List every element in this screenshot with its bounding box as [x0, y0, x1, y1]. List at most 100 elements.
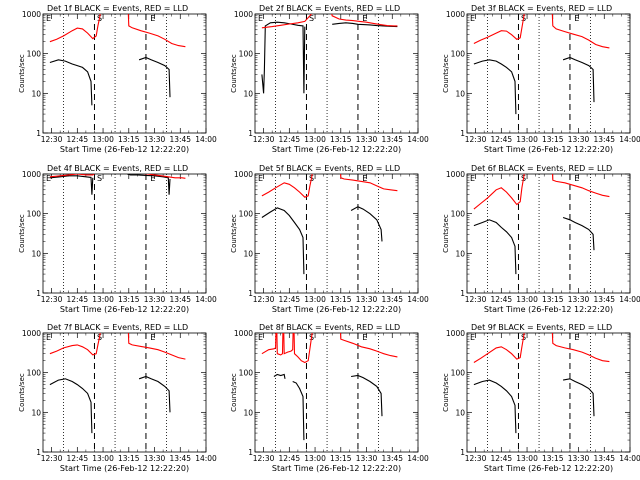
flag-label: E — [46, 333, 51, 342]
x-tick-label: 12:30 — [253, 135, 275, 144]
y-tick-label: 1000 — [234, 10, 253, 19]
y-axis-label: Counts/sec — [442, 214, 450, 253]
chart-panel-5: Det 5f BLACK = Events, RED = LLD 1 10 100 10… — [230, 164, 429, 314]
y-tick-label: 100 — [451, 369, 466, 378]
x-axis-label: Start Time (26-Feb-12 12:22:20) — [60, 145, 189, 154]
x-tick-label: 12:45 — [279, 454, 301, 463]
chart-panel-7: Det 7f BLACK = Events, RED = LLD 1 10 100 10… — [18, 323, 217, 473]
x-tick-label: 12:45 — [67, 135, 89, 144]
x-tick-label: 12:45 — [491, 135, 513, 144]
y-tick-label: 10 — [31, 249, 41, 258]
lld-series-line — [261, 333, 313, 364]
y-tick-label: 10 — [455, 89, 465, 98]
x-tick-label: 14:00 — [195, 135, 217, 144]
y-tick-label: 100 — [239, 210, 254, 219]
flag-label: E — [46, 14, 51, 23]
y-tick-label: 1000 — [22, 170, 41, 179]
y-tick-label: 1 — [460, 129, 465, 138]
flag-label: E — [258, 14, 263, 23]
x-tick-label: 13:00 — [516, 295, 538, 304]
events-series-line — [562, 56, 595, 103]
plot-frame — [42, 13, 207, 134]
x-tick-label: 13:45 — [169, 135, 191, 144]
y-tick-label: 1 — [460, 289, 465, 298]
flag-label: E — [150, 174, 155, 183]
x-tick-label: 13:00 — [92, 135, 114, 144]
flag-label: E — [258, 174, 263, 183]
plot-frame — [254, 13, 419, 134]
chart-panel-3: Det 3f BLACK = Events, RED = LLD 1 10 100 10… — [442, 4, 640, 154]
events-series-line — [126, 174, 171, 195]
flag-label: S — [309, 14, 314, 23]
chart-panel-9: Det 9f BLACK = Events, RED = LLD 1 10 100 10… — [442, 323, 640, 473]
x-axis-label: Start Time (26-Feb-12 12:22:20) — [484, 464, 613, 473]
x-tick-label: 13:15 — [330, 295, 352, 304]
x-tick-label: 12:30 — [465, 454, 487, 463]
x-tick-label: 14:00 — [407, 454, 429, 463]
x-tick-label: 13:45 — [169, 295, 191, 304]
y-tick-label: 1 — [248, 129, 253, 138]
chart-title: Det 8f BLACK = Events, RED = LLD — [259, 323, 400, 332]
events-series-line — [332, 22, 398, 28]
y-tick-label: 1 — [36, 289, 41, 298]
lld-series-line — [49, 174, 186, 179]
y-tick-label: 10 — [455, 249, 465, 258]
x-axis-label: Start Time (26-Feb-12 12:22:20) — [484, 145, 613, 154]
x-tick-label: 13:45 — [169, 454, 191, 463]
events-series-line — [350, 206, 383, 242]
chart-title: Det 4f BLACK = Events, RED = LLD — [47, 164, 188, 173]
flag-label: E — [362, 333, 367, 342]
x-tick-label: 13:45 — [381, 454, 403, 463]
y-tick-label: 1000 — [446, 329, 465, 338]
y-axis-label: Counts/sec — [18, 373, 26, 412]
lld-series-line — [339, 333, 398, 358]
x-tick-label: 13:30 — [144, 454, 166, 463]
x-tick-label: 13:45 — [381, 135, 403, 144]
chart-panel-2: Det 2f BLACK = Events, RED = LLD 1 10 100 10… — [230, 4, 429, 154]
flag-label: E — [470, 174, 475, 183]
chart-title: Det 5f BLACK = Events, RED = LLD — [259, 164, 400, 173]
x-axis-label: Start Time (26-Feb-12 12:22:20) — [272, 145, 401, 154]
x-tick-label: 13:30 — [568, 295, 590, 304]
y-tick-label: 10 — [243, 89, 253, 98]
flag-label: S — [97, 174, 102, 183]
lld-series-line — [49, 14, 101, 43]
x-tick-label: 12:45 — [67, 454, 89, 463]
y-tick-label: 100 — [239, 50, 254, 59]
y-tick-label: 100 — [239, 369, 254, 378]
lld-series-line — [340, 174, 398, 192]
y-tick-label: 1 — [36, 129, 41, 138]
events-series-line — [49, 378, 93, 434]
chart-title: Det 7f BLACK = Events, RED = LLD — [47, 323, 188, 332]
lld-series-line — [127, 14, 186, 48]
x-tick-label: 12:45 — [279, 135, 301, 144]
x-tick-label: 14:00 — [619, 295, 640, 304]
x-tick-label: 13:00 — [304, 454, 326, 463]
plot-frame — [466, 173, 631, 294]
y-axis-label: Counts/sec — [230, 373, 238, 412]
plot-frame — [254, 332, 419, 453]
flag-label: E — [470, 333, 475, 342]
x-tick-label: 13:00 — [304, 135, 326, 144]
plot-frame — [466, 332, 631, 453]
x-tick-label: 12:30 — [465, 295, 487, 304]
lld-series-line — [49, 333, 101, 356]
y-tick-label: 1000 — [22, 329, 41, 338]
events-series-line — [351, 374, 383, 417]
flag-label: E — [574, 174, 579, 183]
y-tick-label: 100 — [451, 210, 466, 219]
x-axis-label: Start Time (26-Feb-12 12:22:20) — [60, 464, 189, 473]
x-tick-label: 14:00 — [619, 135, 640, 144]
x-tick-label: 12:45 — [491, 454, 513, 463]
y-tick-label: 1000 — [22, 10, 41, 19]
y-tick-label: 100 — [451, 50, 466, 59]
x-tick-label: 14:00 — [407, 295, 429, 304]
chart-panel-4: Det 4f BLACK = Events, RED = LLD 1 10 100 10… — [18, 164, 217, 314]
chart-title: Det 9f BLACK = Events, RED = LLD — [471, 323, 612, 332]
y-axis-label: Counts/sec — [442, 373, 450, 412]
x-tick-label: 13:00 — [516, 454, 538, 463]
events-series-line — [473, 379, 517, 434]
y-tick-label: 1 — [36, 448, 41, 457]
x-axis-label: Start Time (26-Feb-12 12:22:20) — [60, 305, 189, 314]
